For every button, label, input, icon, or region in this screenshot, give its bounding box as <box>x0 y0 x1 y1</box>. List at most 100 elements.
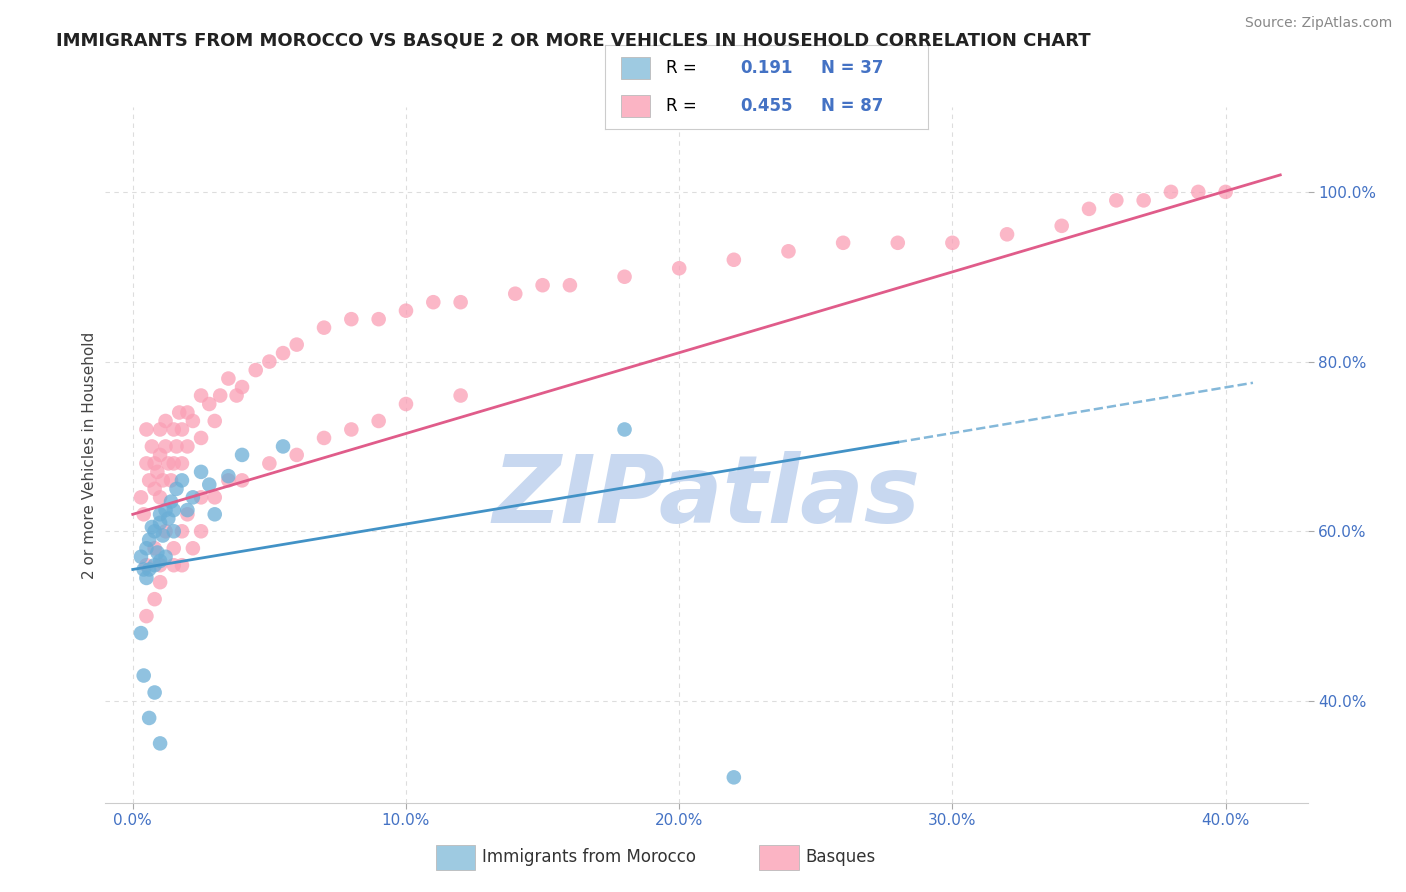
Point <box>143 558 166 573</box>
Point <box>312 431 335 445</box>
Point <box>395 303 418 318</box>
Point <box>367 414 389 428</box>
Point <box>1132 194 1154 208</box>
Point <box>170 524 193 539</box>
Point <box>285 337 308 351</box>
Point <box>143 592 166 607</box>
Text: Immigrants from Morocco: Immigrants from Morocco <box>482 848 696 866</box>
Point <box>143 541 166 556</box>
Point <box>231 380 253 394</box>
Point <box>225 388 247 402</box>
Point <box>271 346 294 360</box>
Point <box>217 371 239 385</box>
Point <box>149 736 172 750</box>
Point <box>271 439 294 453</box>
Point <box>668 261 690 276</box>
Point <box>132 508 155 522</box>
Text: R =: R = <box>666 96 707 114</box>
Point <box>198 397 221 411</box>
Point <box>152 528 174 542</box>
Point <box>129 491 152 505</box>
Point <box>204 414 226 428</box>
Point <box>231 448 253 462</box>
Point <box>166 482 188 496</box>
Point <box>340 422 363 436</box>
Point <box>259 457 281 471</box>
Point <box>217 474 239 488</box>
Point <box>558 278 581 293</box>
Point <box>138 533 160 547</box>
Point <box>152 474 174 488</box>
Point <box>141 520 163 534</box>
Point <box>135 541 157 556</box>
Point <box>778 244 800 259</box>
Point <box>395 397 418 411</box>
Point <box>149 554 172 568</box>
Point <box>209 388 232 402</box>
Point <box>259 354 281 368</box>
Point <box>163 457 186 471</box>
Point <box>204 508 226 522</box>
Text: IMMIGRANTS FROM MOROCCO VS BASQUE 2 OR MORE VEHICLES IN HOUSEHOLD CORRELATION CH: IMMIGRANTS FROM MOROCCO VS BASQUE 2 OR M… <box>56 31 1091 49</box>
Point <box>132 562 155 576</box>
Point <box>995 227 1018 242</box>
Point <box>160 494 183 508</box>
Point <box>163 422 186 436</box>
Text: Basques: Basques <box>806 848 876 866</box>
Text: N = 37: N = 37 <box>821 60 884 78</box>
Point <box>155 549 177 564</box>
Point <box>1187 185 1209 199</box>
Point <box>170 558 193 573</box>
Point <box>198 477 221 491</box>
Point <box>157 457 180 471</box>
Point <box>135 457 157 471</box>
Point <box>723 252 745 267</box>
Point <box>143 524 166 539</box>
Point <box>613 422 636 436</box>
Point <box>157 511 180 525</box>
Y-axis label: 2 or more Vehicles in Household: 2 or more Vehicles in Household <box>82 331 97 579</box>
Point <box>155 524 177 539</box>
Point <box>143 482 166 496</box>
Bar <box>621 95 650 117</box>
Point <box>181 491 204 505</box>
Point <box>340 312 363 326</box>
Point <box>132 668 155 682</box>
Point <box>138 711 160 725</box>
Point <box>832 235 855 250</box>
Point <box>138 474 160 488</box>
Point <box>170 457 193 471</box>
Point <box>135 422 157 436</box>
Point <box>143 457 166 471</box>
Point <box>149 558 172 573</box>
Point <box>135 571 157 585</box>
Point <box>190 431 212 445</box>
Point <box>190 491 212 505</box>
Point <box>138 562 160 576</box>
Point <box>176 503 198 517</box>
Point <box>143 685 166 699</box>
Point <box>149 491 172 505</box>
Text: Source: ZipAtlas.com: Source: ZipAtlas.com <box>1244 16 1392 30</box>
Point <box>190 524 212 539</box>
Point <box>155 439 177 453</box>
Point <box>155 414 177 428</box>
Text: ZIPatlas: ZIPatlas <box>492 450 921 542</box>
Point <box>149 422 172 436</box>
Point <box>129 626 152 640</box>
Point <box>422 295 444 310</box>
Point <box>217 469 239 483</box>
Bar <box>621 57 650 79</box>
Point <box>367 312 389 326</box>
Point <box>170 422 193 436</box>
Point <box>149 508 172 522</box>
Point <box>149 516 172 530</box>
Text: 0.455: 0.455 <box>741 96 793 114</box>
Text: R =: R = <box>666 60 707 78</box>
Point <box>176 405 198 419</box>
Point <box>723 770 745 784</box>
Point <box>613 269 636 284</box>
Point <box>129 549 152 564</box>
Point <box>941 235 963 250</box>
Point <box>135 558 157 573</box>
